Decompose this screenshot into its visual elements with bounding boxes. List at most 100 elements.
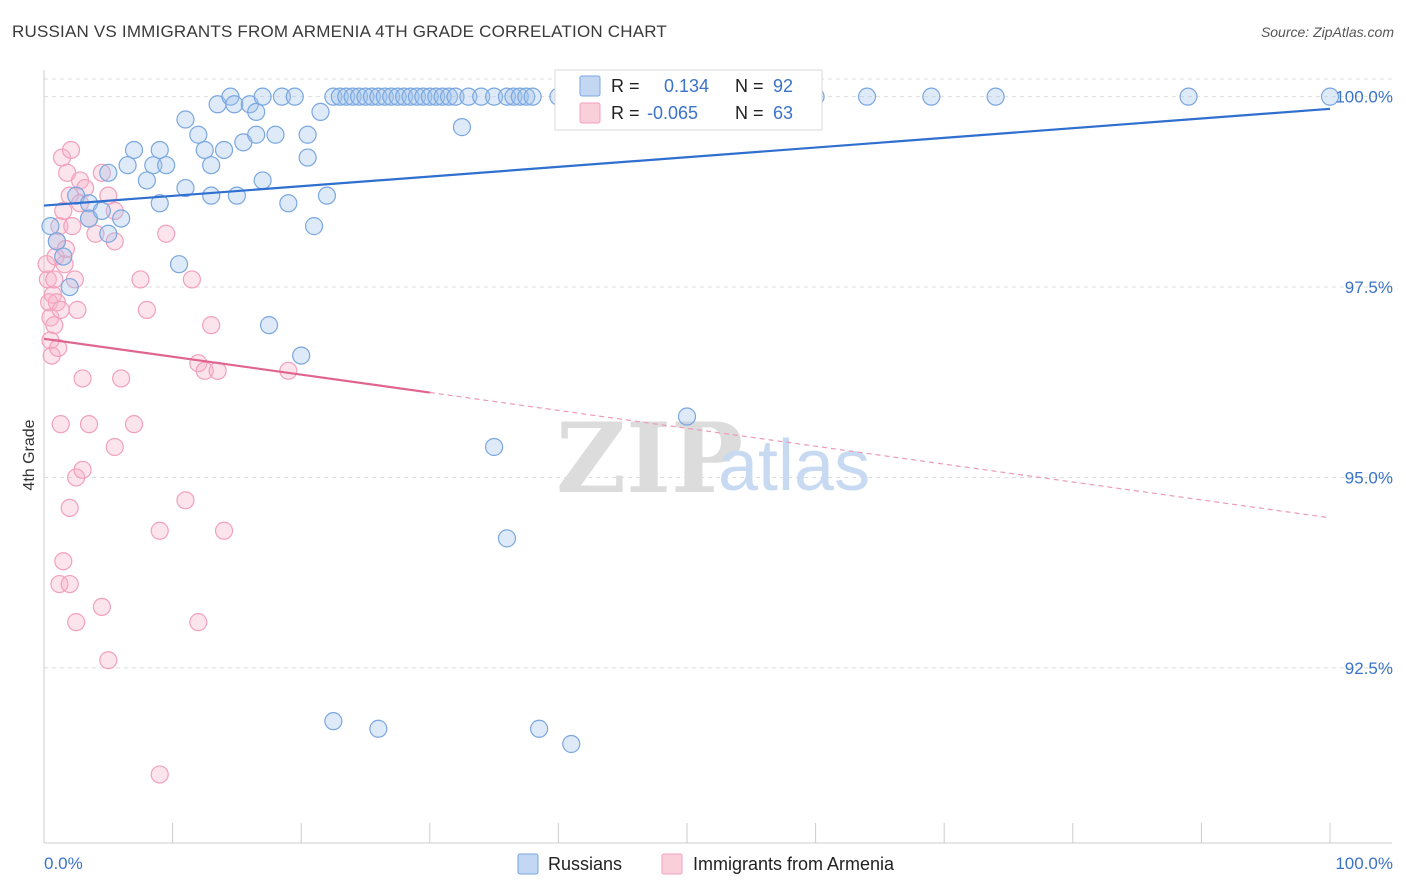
russians-point [298, 148, 317, 167]
russians-n-value: 92 [773, 76, 793, 96]
armenia-swatch [579, 102, 601, 124]
russians-point [401, 87, 420, 106]
armenia-point [67, 468, 86, 487]
series-legend: Russians Immigrants from Armenia [517, 853, 895, 875]
russians-point [99, 163, 118, 182]
russians-point [304, 217, 324, 236]
armenia-point [99, 651, 118, 670]
y-axis-title: 4th Grade [21, 419, 38, 490]
russians-point [272, 87, 292, 106]
russians-point [253, 87, 272, 106]
russians-point [266, 125, 285, 144]
armenia-point [61, 140, 81, 160]
russians-point [433, 87, 452, 106]
russians-point [279, 194, 298, 213]
russians-point [420, 87, 439, 106]
russians-point [452, 118, 472, 137]
x-tick-label: 0.0% [44, 854, 83, 873]
russians-point [150, 140, 169, 160]
russians-point [375, 87, 394, 106]
russians-point [317, 186, 337, 205]
armenia-r-value: -0.065 [647, 103, 698, 123]
russians-point [169, 255, 189, 274]
armenia-point [60, 498, 79, 518]
russians-r-value: 0.134 [664, 76, 709, 96]
russians-point [517, 87, 536, 106]
armenia-point [105, 437, 124, 457]
russians-point [92, 201, 111, 220]
y-tick-label: 95.0% [1345, 468, 1393, 487]
source-label: Source: ZipAtlas.com [1260, 24, 1394, 40]
russians-point [99, 224, 118, 243]
armenia-point [202, 316, 221, 335]
chart-title: RUSSIAN VS IMMIGRANTS FROM ARMENIA 4TH G… [12, 22, 668, 41]
armenia-n-label: N = [735, 103, 764, 123]
armenia-point [182, 270, 201, 289]
russians-point [150, 194, 169, 213]
y-tick-label: 92.5% [1345, 659, 1393, 678]
armenia-point [92, 163, 111, 182]
russians-point [446, 87, 465, 106]
armenia-point [92, 597, 111, 617]
armenia-point [279, 361, 298, 380]
armenia-point [112, 369, 131, 388]
armenia-point [86, 224, 105, 243]
armenia-point [157, 224, 176, 243]
armenia-point [105, 201, 124, 220]
armenia-r-label: R = [611, 103, 640, 123]
armenia-point [189, 613, 208, 632]
russians-point [259, 316, 279, 335]
armenia-point [137, 300, 156, 319]
armenia-point [150, 765, 169, 784]
russians-point [530, 719, 549, 738]
russians-point [137, 171, 156, 190]
armenia-point [176, 491, 195, 510]
legend-armenia-label: Immigrants from Armenia [693, 854, 895, 874]
russians-point [214, 140, 234, 160]
armenia-point [55, 255, 74, 274]
legend-russians-label: Russians [548, 854, 622, 874]
russians-point [504, 87, 523, 106]
armenia-n-value: 63 [773, 103, 793, 123]
russians-point [285, 87, 304, 106]
russians-point [523, 87, 542, 106]
armenia-point [50, 574, 69, 594]
russians-point [485, 87, 504, 106]
armenia-point [79, 415, 99, 434]
russians-point [497, 87, 517, 106]
russians-point [311, 102, 330, 121]
armenia-point [150, 521, 169, 540]
armenia-point [49, 338, 68, 358]
trend-lines [43, 107, 1331, 519]
russians-point [407, 87, 427, 106]
russians-point [343, 87, 362, 106]
armenia-point [105, 232, 124, 251]
armenia-point [54, 201, 73, 220]
russians-point [356, 87, 375, 106]
russians-point [472, 87, 491, 106]
russians-n-label: N = [735, 76, 764, 96]
russians-point [510, 87, 529, 106]
armenia-point [73, 460, 92, 479]
russians-point [253, 171, 272, 190]
russians-point [60, 277, 79, 297]
axes [43, 70, 1392, 844]
russians-point [922, 87, 941, 106]
armenia-point [131, 270, 150, 289]
russians-point [382, 87, 401, 106]
stats-legend: R = 0.134 N = 92 R = -0.065 N = 63 [554, 69, 823, 131]
russians-point [1179, 87, 1198, 106]
armenia-point [124, 415, 144, 434]
russians-point [47, 232, 66, 251]
russians-point [677, 407, 697, 426]
watermark-zip: ZIP [556, 402, 743, 515]
russians-point [857, 87, 877, 106]
armenia-point [42, 346, 61, 365]
y-tick-label: 100.0% [1335, 88, 1393, 107]
armenia-point [68, 300, 87, 319]
armenia-point [195, 361, 214, 380]
armenia-point [51, 415, 70, 434]
russians-point [298, 125, 317, 144]
russians-point [247, 102, 266, 121]
